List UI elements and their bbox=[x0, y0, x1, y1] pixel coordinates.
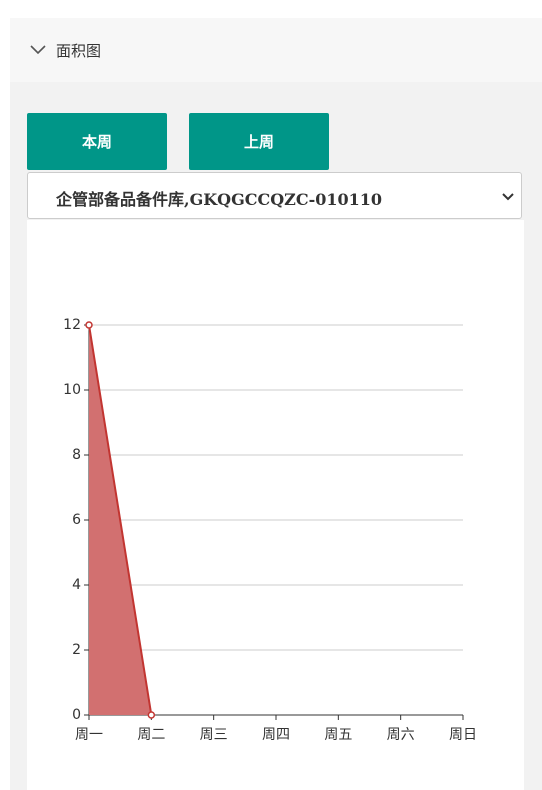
y-tick-label: 8 bbox=[72, 447, 81, 463]
y-tick-label: 6 bbox=[72, 512, 81, 528]
header-title: 面积图 bbox=[56, 42, 102, 60]
button[interactable]: 上周 bbox=[189, 113, 329, 170]
select-value: 企管部备品备件库,GKQGCCQZC-010110 bbox=[56, 190, 383, 209]
data-point bbox=[147, 711, 156, 719]
collapse-header[interactable]: 面积图 bbox=[10, 18, 542, 82]
select-arrow bbox=[502, 193, 514, 201]
x-tick-label: 周四 bbox=[262, 727, 290, 743]
x-tick-label: 周三 bbox=[200, 727, 228, 743]
x-tick-label: 周五 bbox=[324, 727, 352, 743]
chart-panel: 0 2 4 6 8 10 12 周一 周二 周三 周四 周五 周六 周日 bbox=[27, 220, 524, 790]
y-tick-label: 4 bbox=[72, 577, 81, 593]
x-tick-label: 周六 bbox=[387, 727, 415, 743]
chart: 0 2 4 6 8 10 12 周一 周二 周三 周四 周五 周六 周日 bbox=[63, 317, 477, 743]
select[interactable]: 企管部备品备件库,GKQGCCQZC-010110 bbox=[27, 172, 522, 219]
y-tick-label: 0 bbox=[72, 707, 81, 723]
x-tick-label: 周日 bbox=[449, 727, 477, 743]
chevron-icon bbox=[30, 45, 46, 55]
y-tick-label: 2 bbox=[72, 642, 81, 658]
area-line bbox=[88, 324, 153, 716]
y-tick-label: 12 bbox=[63, 317, 81, 333]
content: 本周 上周 企管部备品备件库,GKQGCCQZC-010110 0 2 4 6 8 10 1… bbox=[10, 82, 542, 790]
x-tick-label: 周一 bbox=[75, 727, 103, 743]
button[interactable]: 本周 bbox=[27, 113, 167, 170]
area-fill bbox=[89, 325, 152, 715]
data-point bbox=[85, 321, 93, 329]
x-tick-label: 周二 bbox=[137, 727, 165, 743]
y-tick-label: 10 bbox=[63, 382, 81, 398]
